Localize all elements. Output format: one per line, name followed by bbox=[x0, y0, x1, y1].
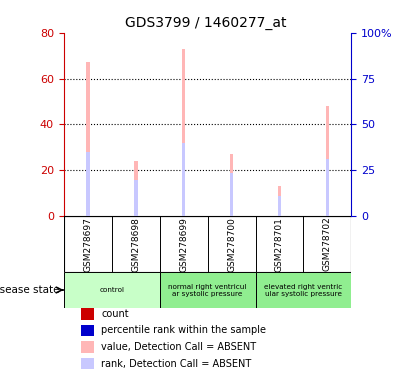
Bar bbox=[277, 186, 282, 216]
Text: GSM278698: GSM278698 bbox=[131, 217, 140, 271]
Bar bbox=[81, 358, 94, 369]
Text: normal right ventricul
ar systolic pressure: normal right ventricul ar systolic press… bbox=[169, 283, 247, 296]
Bar bbox=[134, 161, 138, 216]
Bar bbox=[159, 272, 256, 308]
Text: GDS3799 / 1460277_at: GDS3799 / 1460277_at bbox=[125, 16, 286, 30]
Text: count: count bbox=[101, 309, 129, 319]
Bar bbox=[182, 143, 185, 216]
Text: percentile rank within the sample: percentile rank within the sample bbox=[101, 325, 266, 335]
Text: rank, Detection Call = ABSENT: rank, Detection Call = ABSENT bbox=[101, 359, 252, 369]
Bar bbox=[182, 49, 185, 216]
Bar bbox=[134, 179, 138, 216]
Text: GSM278699: GSM278699 bbox=[179, 217, 188, 271]
Bar bbox=[81, 324, 94, 336]
Bar bbox=[81, 308, 94, 319]
Bar bbox=[64, 272, 159, 308]
Text: value, Detection Call = ABSENT: value, Detection Call = ABSENT bbox=[101, 342, 256, 352]
Text: GSM278702: GSM278702 bbox=[323, 217, 332, 271]
Text: control: control bbox=[99, 287, 124, 293]
Text: disease state: disease state bbox=[0, 285, 60, 295]
Text: GSM278701: GSM278701 bbox=[275, 217, 284, 271]
Text: GSM278700: GSM278700 bbox=[227, 217, 236, 271]
Bar bbox=[326, 106, 329, 216]
Bar bbox=[326, 159, 329, 216]
Bar bbox=[230, 173, 233, 216]
Bar bbox=[277, 195, 282, 216]
Bar bbox=[230, 154, 233, 216]
Text: elevated right ventric
ular systolic pressure: elevated right ventric ular systolic pre… bbox=[264, 283, 343, 296]
Text: GSM278697: GSM278697 bbox=[83, 217, 92, 271]
Bar bbox=[81, 341, 94, 353]
Bar bbox=[86, 63, 90, 216]
Bar bbox=[256, 272, 351, 308]
Bar bbox=[86, 152, 90, 216]
